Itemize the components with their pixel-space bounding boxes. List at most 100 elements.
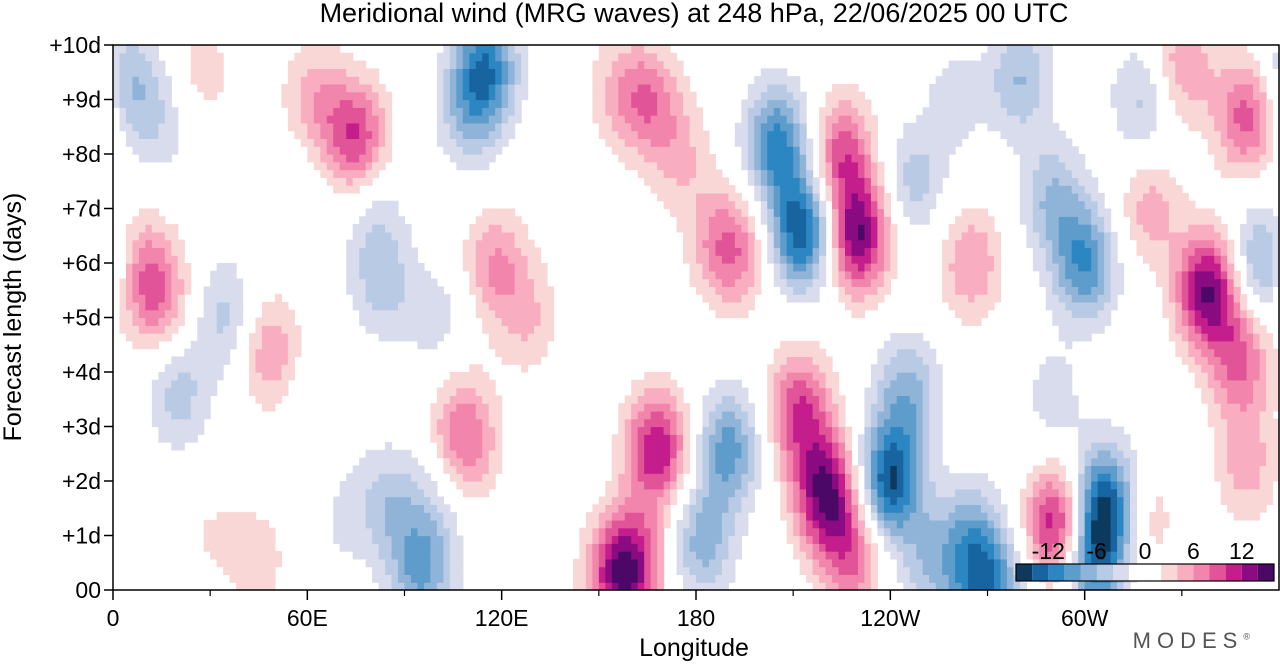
field-cell — [631, 512, 639, 521]
field-cell — [935, 372, 943, 381]
field-cell — [825, 473, 833, 482]
field-cell — [184, 348, 192, 358]
field-cell — [391, 527, 399, 537]
field-cell — [734, 551, 742, 560]
field-cell — [475, 247, 483, 256]
field-cell — [1259, 146, 1267, 155]
field-cell — [1233, 356, 1241, 365]
field-cell — [773, 410, 781, 420]
field-cell — [780, 449, 788, 459]
field-cell — [1188, 278, 1196, 287]
field-cell — [216, 364, 224, 373]
field-cell — [819, 488, 827, 498]
field-cell — [987, 496, 995, 505]
field-cell — [1110, 582, 1118, 591]
field-cell — [702, 192, 710, 202]
field-cell — [482, 247, 490, 256]
field-cell — [819, 473, 827, 482]
field-cell — [1227, 496, 1235, 505]
field-cell — [488, 278, 496, 287]
field-cell — [585, 566, 593, 576]
wind-field — [113, 45, 1280, 591]
field-cell — [890, 239, 898, 249]
field-cell — [968, 208, 976, 217]
field-cell — [1117, 519, 1125, 529]
field-cell — [1181, 239, 1189, 249]
field-cell — [1220, 154, 1228, 163]
field-cell — [650, 504, 658, 513]
field-cell — [171, 442, 179, 451]
field-cell — [657, 442, 665, 451]
field-cell — [942, 535, 950, 544]
field-cell — [1071, 403, 1079, 412]
field-cell — [870, 566, 878, 576]
field-cell — [799, 247, 807, 256]
field-cell — [1097, 473, 1105, 482]
field-cell — [890, 379, 898, 389]
field-cell — [747, 294, 755, 303]
field-cell — [1097, 535, 1105, 544]
field-cell — [683, 146, 691, 155]
field-cell — [909, 146, 917, 155]
field-cell — [1123, 457, 1131, 467]
field-cell — [404, 317, 412, 326]
field-cell — [676, 434, 684, 443]
field-cell — [404, 543, 412, 552]
field-cell — [1259, 239, 1267, 249]
field-cell — [495, 146, 503, 155]
field-cell — [903, 356, 911, 365]
field-cell — [1214, 294, 1222, 303]
field-cell — [1181, 231, 1189, 241]
field-cell — [598, 512, 606, 521]
field-cell — [961, 543, 969, 552]
field-cell — [624, 403, 632, 412]
field-cell — [475, 294, 483, 303]
field-cell — [1032, 224, 1040, 233]
field-cell — [676, 543, 684, 552]
field-cell — [1071, 333, 1079, 342]
field-cell — [864, 161, 872, 171]
field-cell — [1097, 263, 1105, 272]
field-cell — [456, 372, 464, 381]
field-cell — [903, 434, 911, 443]
field-cell — [844, 231, 853, 241]
field-cell — [1058, 208, 1066, 217]
field-cell — [475, 481, 483, 490]
field-cell — [631, 574, 639, 583]
field-cell — [1246, 496, 1254, 505]
field-cell — [391, 270, 399, 280]
field-cell — [896, 473, 904, 482]
field-cell — [1032, 519, 1040, 529]
field-cell — [1220, 309, 1228, 319]
field-cell — [1214, 270, 1222, 280]
field-cell — [1240, 512, 1248, 521]
field-cell — [903, 481, 911, 490]
field-cell — [1259, 488, 1267, 498]
field-cell — [922, 519, 930, 529]
field-cell — [922, 566, 930, 576]
field-cell — [1084, 192, 1092, 202]
field-cell — [1181, 247, 1189, 256]
field-cell — [857, 551, 866, 560]
field-cell — [242, 543, 250, 552]
field-cell — [1149, 224, 1157, 233]
field-cell — [689, 263, 697, 272]
field-cell — [1117, 473, 1125, 482]
field-cell — [676, 410, 684, 420]
field-cell — [1227, 340, 1235, 350]
field-cell — [721, 224, 729, 233]
field-cell — [838, 504, 846, 513]
field-cell — [456, 465, 464, 474]
field-cell — [469, 239, 477, 249]
field-cell — [449, 465, 457, 474]
field-cell — [702, 449, 710, 459]
field-cell — [870, 294, 878, 303]
field-cell — [786, 372, 794, 381]
field-cell — [708, 473, 717, 482]
field-cell — [1045, 504, 1053, 513]
field-cell — [650, 169, 658, 178]
field-cell — [521, 247, 529, 256]
field-cell — [981, 496, 989, 505]
field-cell — [844, 465, 853, 474]
field-cell — [592, 574, 600, 583]
